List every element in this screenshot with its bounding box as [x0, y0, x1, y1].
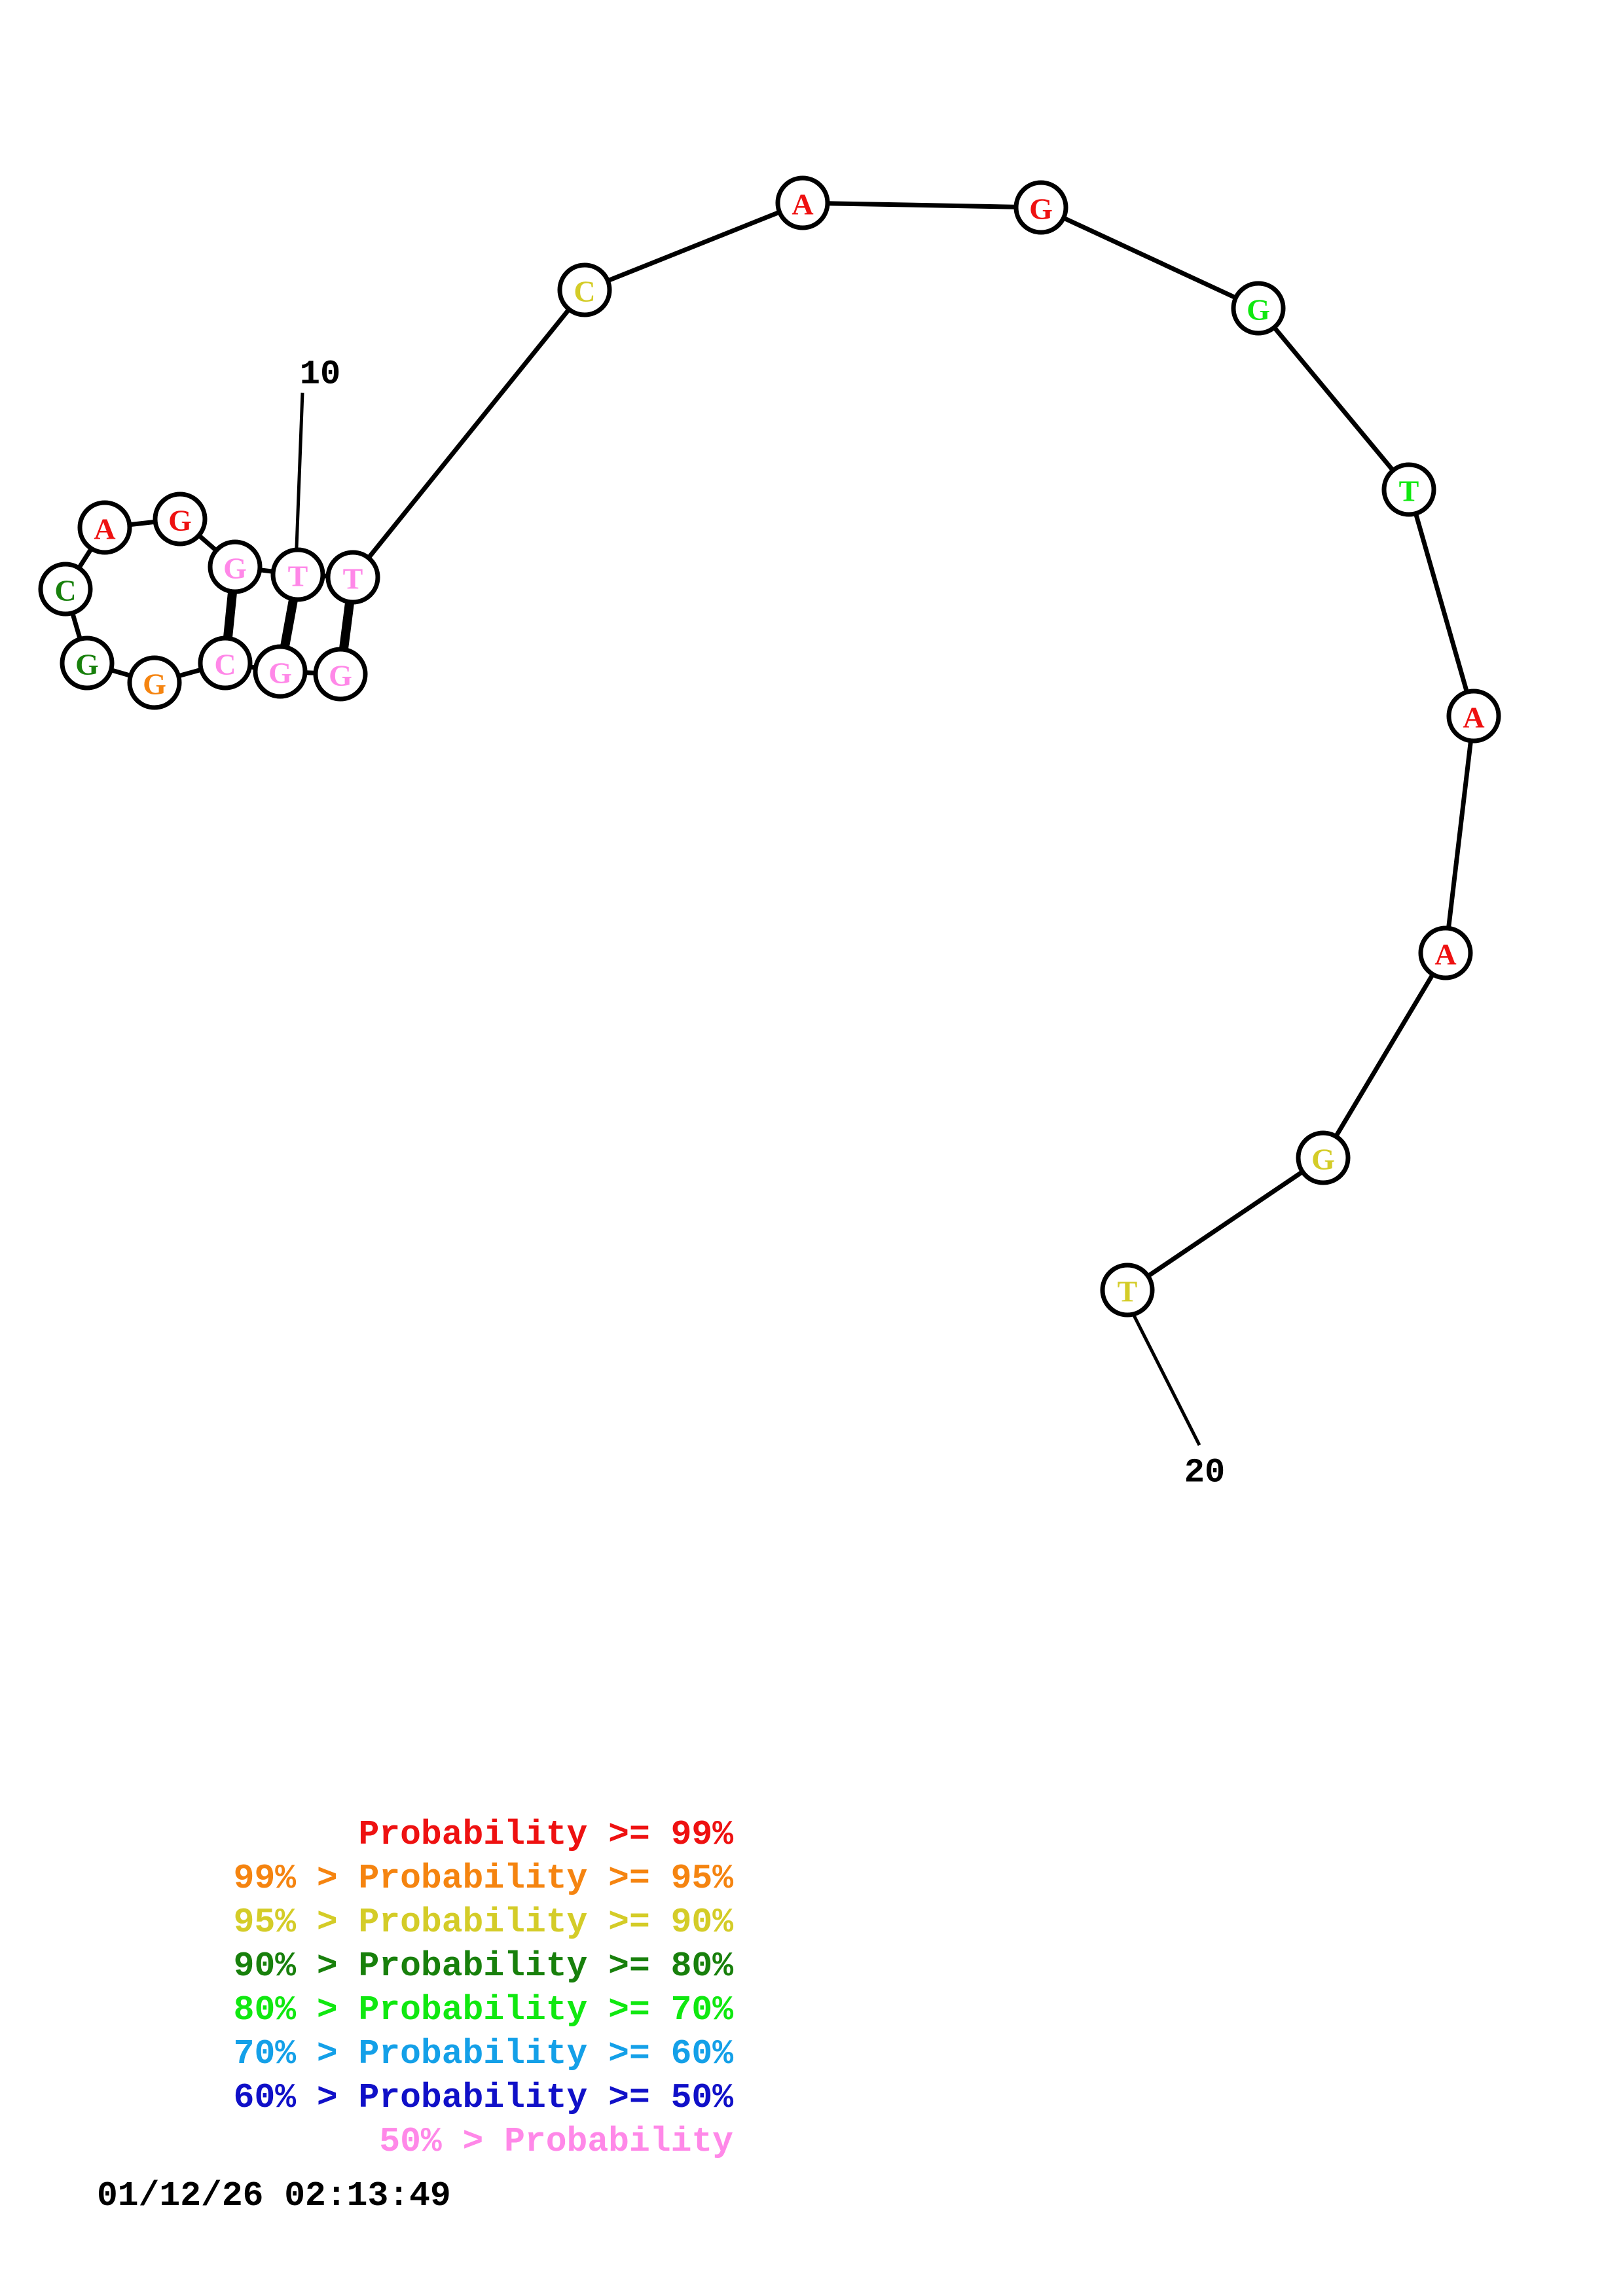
sequence-number: 20 — [1184, 1454, 1225, 1492]
legend-row: 80% > Probability >= 70% — [233, 1990, 733, 2030]
base-letter: G — [1311, 1143, 1335, 1176]
base-node[interactable]: G — [1296, 1130, 1351, 1185]
base-node[interactable]: G — [153, 492, 208, 547]
sequence-number-labels: 10 20 — [300, 355, 1225, 1492]
base-letter: C — [574, 275, 595, 308]
leader-line — [1125, 1301, 1201, 1446]
base-circle — [208, 539, 263, 594]
base-circle — [313, 647, 368, 702]
base-node[interactable]: G — [313, 647, 368, 702]
base-node[interactable]: T — [325, 550, 380, 605]
base-letter: G — [143, 668, 166, 701]
base-node[interactable]: G — [1013, 180, 1068, 235]
base-letter: G — [168, 504, 192, 537]
base-circle — [77, 500, 132, 555]
base-node[interactable]: G — [208, 539, 263, 594]
base-circle — [1381, 462, 1436, 517]
base-node[interactable]: G — [1231, 281, 1286, 336]
timestamp-label: 01/12/26 02:13:49 — [97, 2176, 451, 2215]
base-node[interactable]: A — [77, 500, 132, 555]
backbone-arc — [350, 200, 1476, 1293]
legend-row: 99% > Probability >= 95% — [233, 1859, 733, 1898]
base-letter: T — [343, 562, 363, 596]
base-node[interactable]: A — [1446, 689, 1501, 744]
base-letter: G — [223, 552, 247, 585]
legend-row: 95% > Probability >= 90% — [233, 1903, 733, 1942]
base-letter: A — [1463, 701, 1484, 734]
probability-legend: Probability >= 99% 99% > Probability >= … — [0, 1813, 759, 2164]
base-circle — [1013, 180, 1068, 235]
base-node[interactable]: T — [1100, 1263, 1155, 1318]
base-circle — [1231, 281, 1286, 336]
base-letter: T — [288, 560, 308, 593]
base-circle — [198, 636, 253, 691]
base-letter: G — [329, 659, 352, 692]
base-circle — [1100, 1263, 1155, 1318]
base-node[interactable]: G — [253, 644, 308, 699]
base-circle — [253, 644, 308, 699]
legend-row: 60% > Probability >= 50% — [233, 2078, 733, 2117]
sequence-number-leader-lines — [294, 392, 1201, 1446]
base-node[interactable]: G — [127, 655, 182, 710]
base-letter: G — [1029, 192, 1053, 226]
base-circle — [1296, 1130, 1351, 1185]
base-circle — [270, 547, 325, 602]
base-node[interactable]: A — [1418, 925, 1473, 980]
legend-row: Probability >= 99% — [358, 1815, 734, 1854]
base-node[interactable]: C — [38, 562, 93, 617]
base-letter: T — [1399, 475, 1419, 508]
leader-line — [294, 392, 304, 565]
legend-row: 90% > Probability >= 80% — [233, 1946, 733, 1986]
legend-row: 50% > Probability — [379, 2122, 733, 2161]
base-circle — [38, 562, 93, 617]
base-node[interactable]: T — [270, 547, 325, 602]
base-letter: A — [1434, 938, 1456, 971]
base-circle — [127, 655, 182, 710]
base-letter: C — [54, 574, 76, 607]
base-letter: A — [792, 188, 813, 221]
base-letter: A — [94, 512, 115, 546]
base-letter: C — [214, 648, 236, 681]
base-circle — [325, 550, 380, 605]
base-letter: T — [1118, 1275, 1138, 1308]
base-node[interactable]: T — [1381, 462, 1436, 517]
legend-row: 70% > Probability >= 60% — [233, 2034, 733, 2073]
base-node[interactable]: A — [775, 175, 830, 230]
base-node[interactable]: G — [60, 636, 115, 691]
base-circle — [557, 262, 612, 317]
base-letter: G — [75, 648, 99, 681]
base-circle — [1446, 689, 1501, 744]
base-node[interactable]: C — [557, 262, 612, 317]
base-circle — [153, 492, 208, 547]
base-circle — [1418, 925, 1473, 980]
base-circle — [775, 175, 830, 230]
base-node[interactable]: C — [198, 636, 253, 691]
backbone-links — [63, 200, 1476, 1293]
base-circle — [60, 636, 115, 691]
base-letter: G — [1247, 293, 1270, 327]
sequence-number: 10 — [300, 355, 340, 394]
base-letter: G — [268, 656, 292, 690]
